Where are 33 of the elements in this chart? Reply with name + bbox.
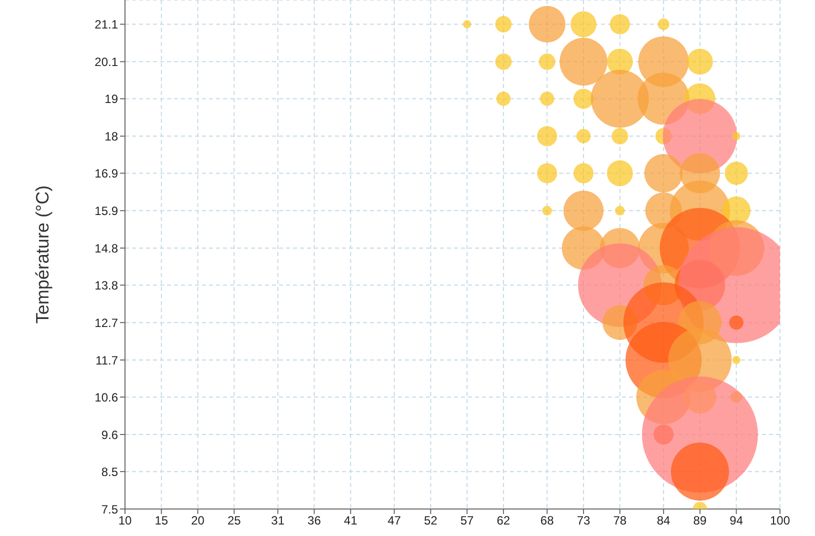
x-tick-label: 94 bbox=[730, 514, 744, 528]
y-tick-label: 11.7 bbox=[96, 353, 118, 368]
x-tick-label: 100 bbox=[770, 514, 790, 528]
y-tick-label: 14.8 bbox=[94, 241, 118, 256]
x-tick-label: 78 bbox=[613, 514, 627, 528]
x-tick-label: 41 bbox=[344, 514, 358, 528]
y-tick-label: 7.5 bbox=[101, 502, 118, 516]
x-tick-label: 68 bbox=[540, 514, 554, 528]
y-tick-label: 12.7 bbox=[94, 316, 118, 330]
y-tick-label: 15.9 bbox=[94, 204, 118, 218]
y-tick-label: 16.9 bbox=[94, 166, 118, 180]
x-tick-label: 57 bbox=[460, 514, 474, 528]
y-tick-label: 18 bbox=[104, 129, 118, 144]
y-tick-label: 9.6 bbox=[101, 428, 118, 442]
x-tick-label: 36 bbox=[308, 514, 322, 528]
x-tick-label: 15 bbox=[154, 514, 168, 528]
x-tick-label: 52 bbox=[424, 514, 438, 528]
x-tick-label: 84 bbox=[656, 514, 671, 528]
y-axis-title: Température (°C) bbox=[32, 185, 52, 324]
y-tick-label: 8.5 bbox=[101, 464, 118, 479]
y-tick-label: 13.8 bbox=[94, 278, 118, 292]
y-tick-label: 21.1 bbox=[94, 18, 118, 32]
x-tick-label: 10 bbox=[118, 514, 132, 528]
x-tick-label: 89 bbox=[693, 514, 707, 528]
x-tick-label: 20 bbox=[191, 514, 205, 528]
x-tick-label: 62 bbox=[496, 514, 510, 528]
x-tick-label: 47 bbox=[388, 514, 402, 528]
y-tick-label: 20.1 bbox=[94, 54, 118, 69]
y-tick-label: 19 bbox=[104, 92, 118, 106]
x-tick-label: 31 bbox=[271, 514, 285, 528]
x-tick-label: 25 bbox=[227, 514, 242, 528]
y-tick-label: 10.6 bbox=[94, 390, 118, 404]
x-tick-label: 73 bbox=[576, 514, 590, 528]
